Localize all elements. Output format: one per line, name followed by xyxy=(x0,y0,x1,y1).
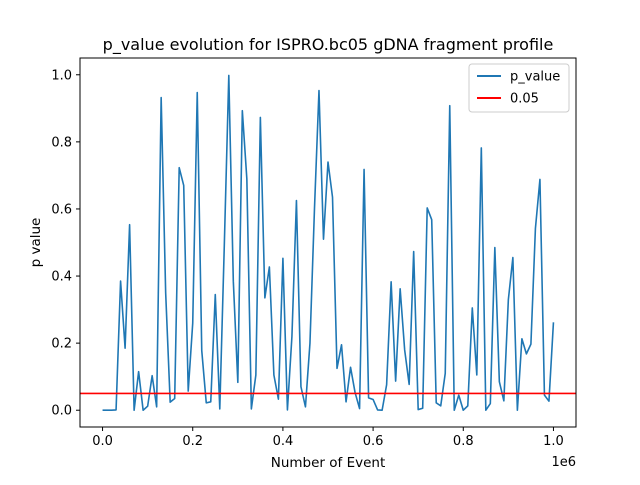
x-tick-label-0: 0.0 xyxy=(92,434,113,449)
y-tick-label-3: 0.6 xyxy=(51,202,72,217)
x-axis-label: Number of Event xyxy=(271,455,386,471)
chart-title: p_value evolution for ISPRO.bc05 gDNA fr… xyxy=(103,35,554,55)
y-axis-label: p value xyxy=(28,218,44,268)
y-tick-label-1: 0.2 xyxy=(51,337,72,352)
x-tick-label-1: 0.2 xyxy=(182,434,203,449)
y-tick-label-4: 0.8 xyxy=(51,135,72,150)
x-axis-offset-label: 1e6 xyxy=(551,455,576,470)
y-tick-label-2: 0.4 xyxy=(51,270,72,285)
y-tick-label-5: 1.0 xyxy=(51,68,72,83)
x-tick-label-4: 0.8 xyxy=(453,434,474,449)
x-tick-label-5: 1.0 xyxy=(543,434,564,449)
legend-label-p-value: p_value xyxy=(510,70,560,85)
y-tick-label-0: 0.0 xyxy=(51,404,72,419)
x-tick-label-3: 0.6 xyxy=(363,434,384,449)
legend-label-threshold: 0.05 xyxy=(510,92,539,107)
x-tick-label-2: 0.4 xyxy=(273,434,294,449)
legend: p_value 0.05 xyxy=(469,64,569,112)
